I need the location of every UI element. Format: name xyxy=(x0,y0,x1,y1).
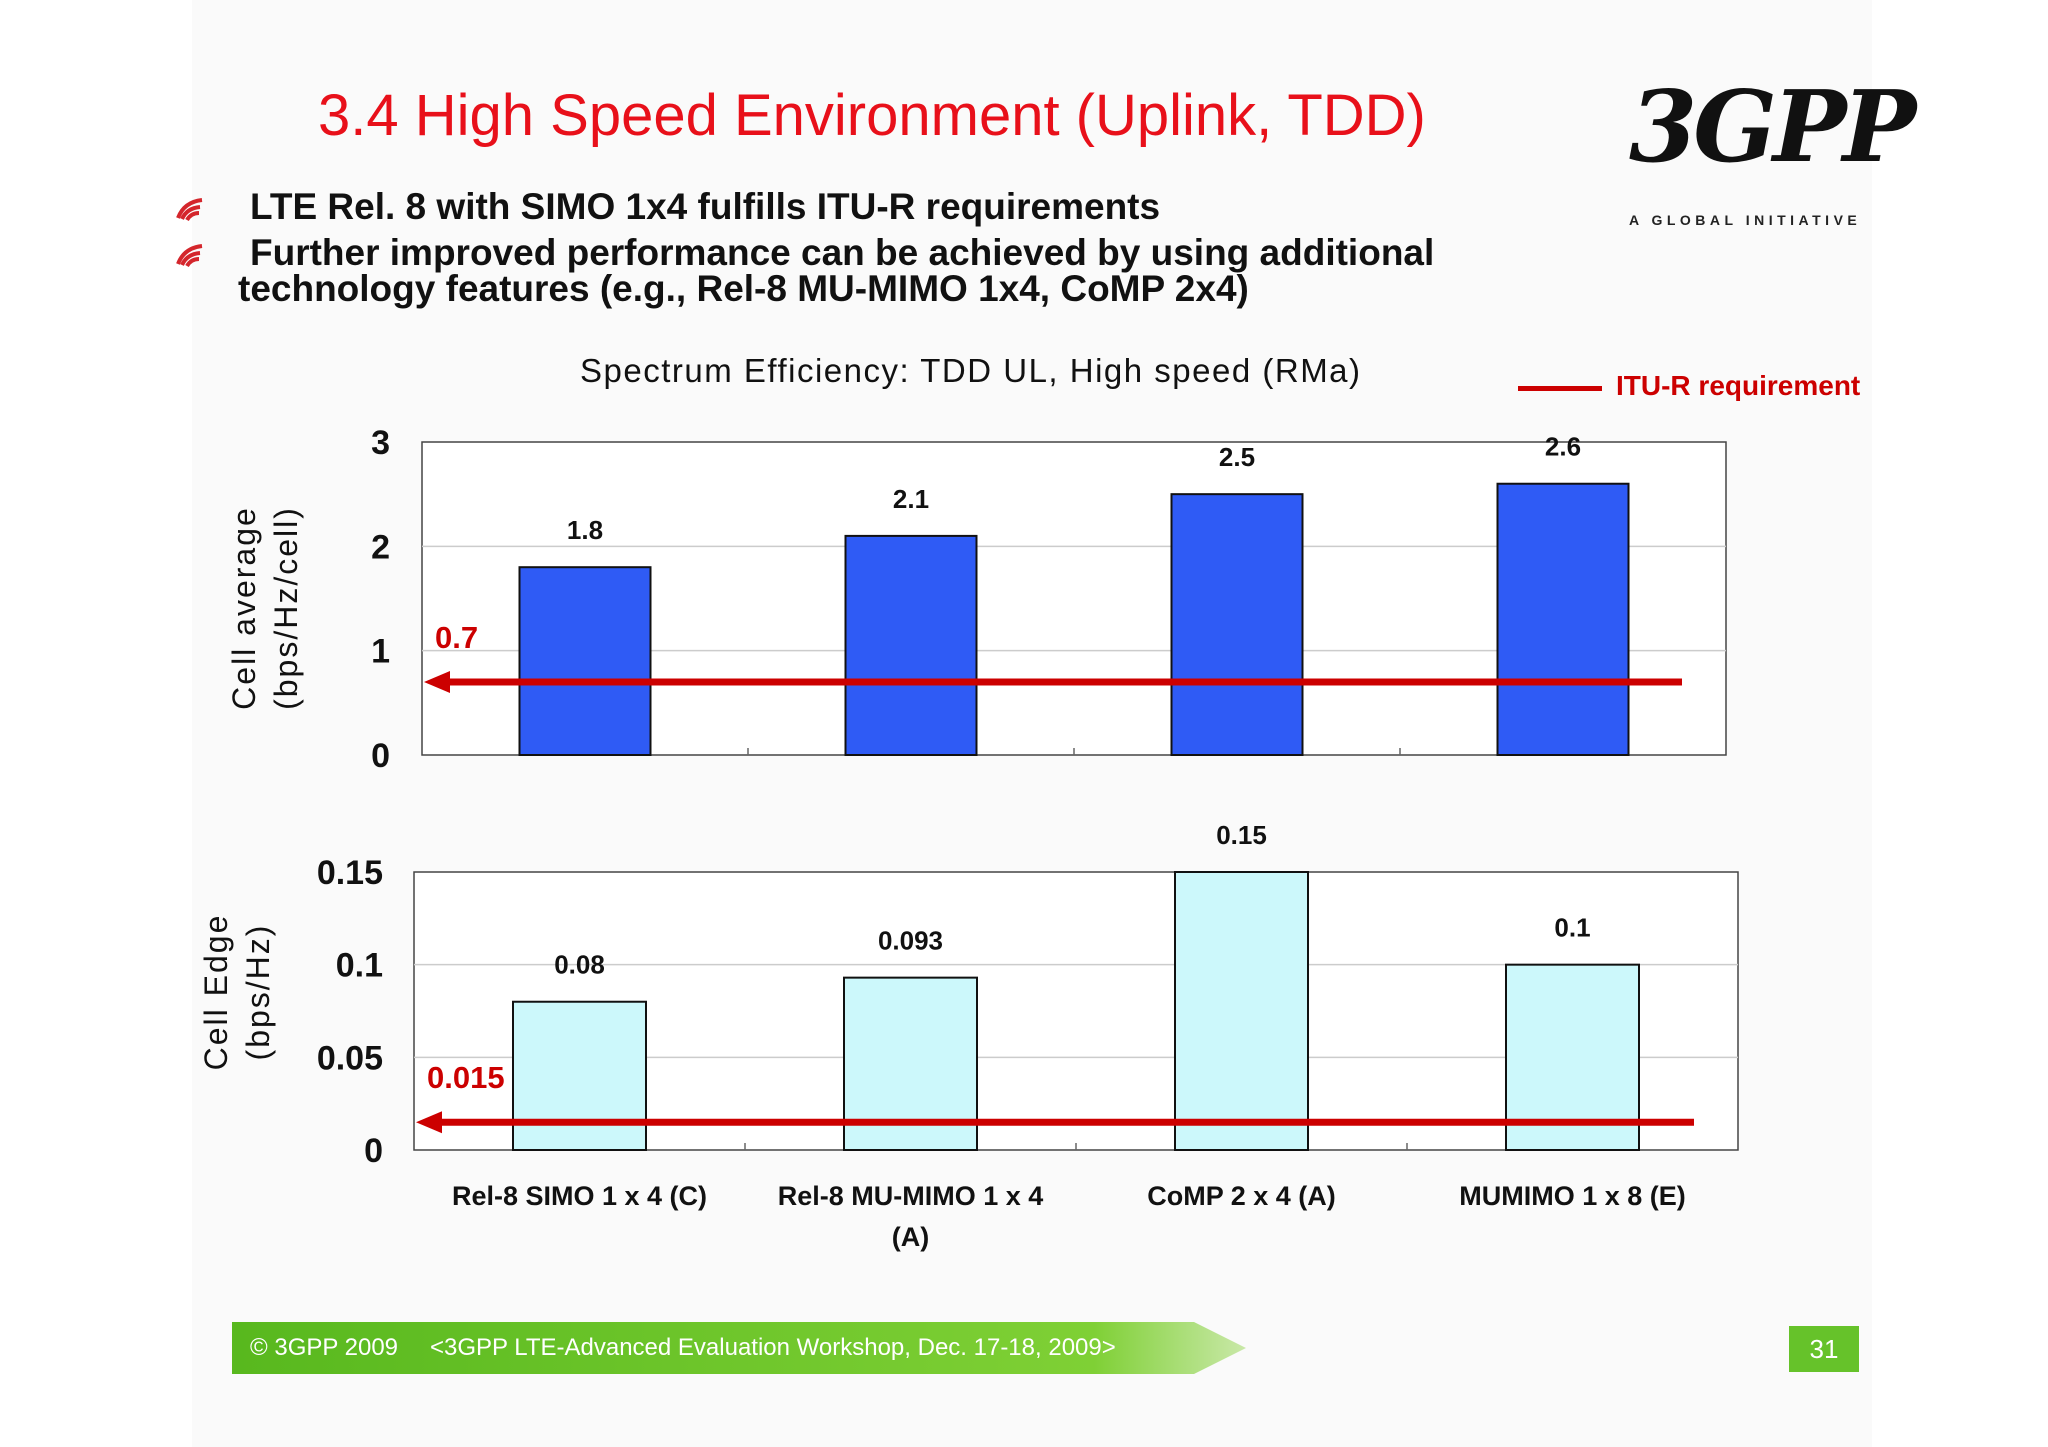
legend-line xyxy=(1518,386,1602,391)
bottom-value-label: 0.15 xyxy=(1216,820,1267,850)
footer-event: <3GPP LTE-Advanced Evaluation Workshop, … xyxy=(430,1334,1116,1361)
top-bar xyxy=(844,534,978,757)
top-y-tick-label: 3 xyxy=(371,424,390,462)
top-value-label: 2.6 xyxy=(1545,432,1581,462)
logo-tagline: A GLOBAL INITIATIVE xyxy=(1629,212,1862,228)
page-number: 31 xyxy=(1789,1326,1859,1372)
bullet-2-line-1: Further improved performance can be achi… xyxy=(250,232,1435,273)
page-title: 3.4 High Speed Environment (Uplink, TDD) xyxy=(318,83,1426,148)
bottom-requirement-arrowhead xyxy=(416,1111,442,1134)
bottom-y-tick-label: 0.1 xyxy=(336,947,383,985)
chart-title: Spectrum Efficiency: TDD UL, High speed … xyxy=(580,352,1362,389)
bottom-bar xyxy=(1174,871,1309,1151)
top-y-tick-label: 0 xyxy=(371,737,390,775)
footer-bar xyxy=(232,1322,1246,1374)
x-category-label: MUMIMO 1 x 8 (E) xyxy=(1459,1181,1686,1211)
top-bar xyxy=(518,566,652,757)
bottom-value-label: 0.1 xyxy=(1554,913,1590,943)
footer-copyright: © 3GPP 2009 xyxy=(250,1334,399,1361)
bottom-y-tick-label: 0.15 xyxy=(317,854,383,892)
bottom-requirement-label: 0.015 xyxy=(427,1060,505,1095)
bottom-y-tick-label: 0 xyxy=(364,1132,383,1170)
bottom-bar xyxy=(512,1000,647,1151)
bottom-value-label: 0.093 xyxy=(878,926,943,956)
bottom-y-tick-label: 0.05 xyxy=(317,1039,383,1077)
wave-bullet-icon xyxy=(176,198,203,222)
bottom-value-label: 0.08 xyxy=(554,950,605,980)
x-category-label: Rel-8 MU-MIMO 1 x 4 xyxy=(778,1181,1044,1211)
wave-bullet-icon xyxy=(176,244,203,268)
x-category-label: CoMP 2 x 4 (A) xyxy=(1147,1181,1336,1211)
top-bar xyxy=(1170,493,1304,756)
top-value-label: 2.1 xyxy=(893,484,929,514)
top-value-label: 2.5 xyxy=(1219,442,1255,472)
top-y-tick-label: 2 xyxy=(371,528,390,566)
x-category-label-line-2: (A) xyxy=(892,1222,929,1252)
legend-label: ITU-R requirement xyxy=(1616,370,1861,401)
top-requirement-label: 0.7 xyxy=(435,620,478,655)
logo: 3GPP A GLOBAL INITIATIVE xyxy=(1625,70,1916,230)
x-category-label: Rel-8 SIMO 1 x 4 (C) xyxy=(452,1181,707,1211)
bullet-2-line-2: technology features (e.g., Rel-8 MU-MIMO… xyxy=(238,268,1249,309)
3gpp-logo: 3GPP xyxy=(1629,70,1916,185)
top-requirement-arrowhead xyxy=(424,670,450,693)
bullet-1: LTE Rel. 8 with SIMO 1x4 fulfills ITU-R … xyxy=(250,186,1161,227)
top-value-label: 1.8 xyxy=(567,515,603,545)
top-y-tick-label: 1 xyxy=(371,633,390,671)
top-bar xyxy=(1496,482,1630,756)
